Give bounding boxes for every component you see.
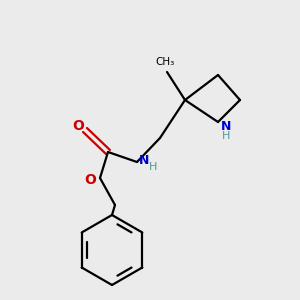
Text: O: O (72, 119, 84, 133)
Text: H: H (149, 162, 157, 172)
Text: N: N (221, 119, 231, 133)
Text: O: O (84, 173, 96, 187)
Text: CH₃: CH₃ (155, 57, 175, 67)
Text: N: N (139, 154, 149, 166)
Text: H: H (222, 131, 230, 141)
